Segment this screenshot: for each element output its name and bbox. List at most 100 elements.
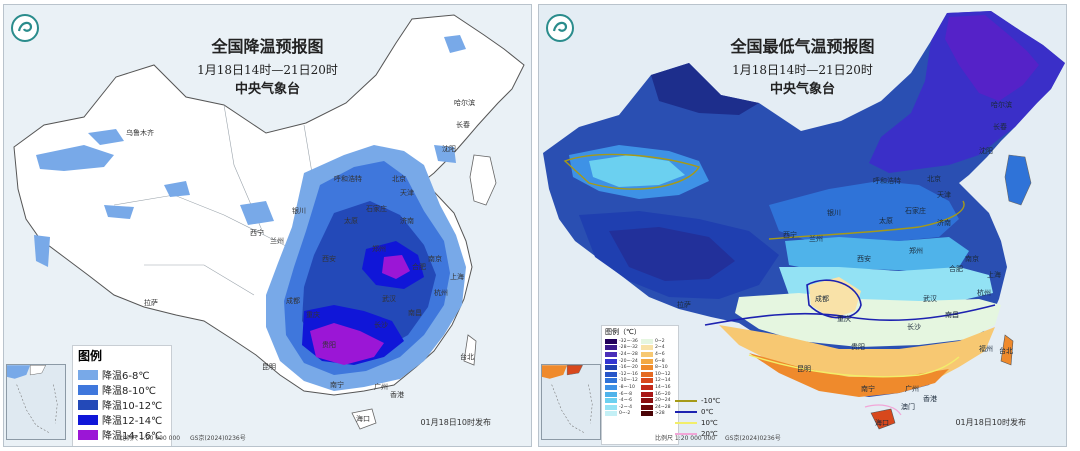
- city-label: 香港: [390, 391, 404, 399]
- south-china-sea-inset: [6, 364, 66, 440]
- city-label: 济南: [937, 219, 951, 227]
- cma-logo-icon: [11, 14, 39, 42]
- isoline-swatch: [675, 399, 697, 402]
- isoline-item: 10℃: [675, 417, 731, 428]
- min-temperature-forecast-map: 全国最低气温预报图 1月18日14时—21日20时 中央气象台 哈尔滨 长春 沈…: [538, 4, 1067, 447]
- taiwan-landmass: [463, 334, 477, 366]
- temp-zone-sichuan-basin: [809, 277, 861, 319]
- legend-swatch: [641, 351, 653, 357]
- legend-swatch: [78, 384, 98, 395]
- legend-swatch: [605, 371, 617, 377]
- city-label: 武汉: [923, 295, 937, 303]
- legend-swatch: [605, 404, 617, 410]
- legend-item: -16~-20: [605, 364, 639, 371]
- legend-item: 6~8: [641, 358, 675, 365]
- city-label: 上海: [987, 271, 1001, 279]
- city-label: 沈阳: [442, 145, 456, 153]
- legend-swatch: [605, 338, 617, 344]
- legend-item: 16~20: [641, 391, 675, 398]
- city-label: 北京: [927, 175, 941, 183]
- cooling-zone-6-8-west: [34, 35, 466, 267]
- isoline-minus10: [563, 153, 701, 190]
- cooling-legend: 图例 降温6-8℃ 降温8-10℃ 降温10-12℃ 降温12-14℃ 降温14…: [72, 345, 172, 446]
- legend-item: 24~28: [641, 404, 675, 411]
- legend-item: -2~-4: [605, 404, 639, 411]
- city-label: 北京: [392, 175, 406, 183]
- legend-label: -32~-36: [619, 338, 638, 344]
- city-label: 福州: [979, 345, 993, 353]
- legend-swatch: [641, 338, 653, 344]
- isoline-swatch: [675, 410, 697, 413]
- legend-item: -6~-8: [605, 391, 639, 398]
- issue-time: 01月18日10时发布: [420, 418, 491, 427]
- legend-item: -12~-16: [605, 371, 639, 378]
- legend-label: 0~2: [655, 338, 665, 344]
- legend-item: 2~4: [641, 345, 675, 352]
- legend-item: 0~-2: [605, 411, 639, 418]
- city-label: 石家庄: [905, 207, 926, 215]
- legend-swatch: [605, 378, 617, 384]
- city-label: 南京: [428, 255, 442, 263]
- legend-item: 12~14: [641, 378, 675, 385]
- legend-item: 降温10-12℃: [78, 397, 166, 412]
- inset-map-graphic: [7, 365, 58, 434]
- legend-swatch: [605, 411, 617, 417]
- legend-label: -16~-20: [619, 365, 638, 371]
- legend-item: -10~-12: [605, 378, 639, 385]
- legend-swatch: [641, 411, 653, 417]
- city-label: 南京: [965, 255, 979, 263]
- scale-label: 比例尺 1:20 000 000: [655, 435, 716, 442]
- city-label: 银川: [292, 207, 306, 215]
- legend-item: -28~-32: [605, 345, 639, 352]
- legend-swatch: [78, 369, 98, 380]
- city-label: 哈尔滨: [454, 99, 475, 107]
- legend-label: 16~20: [655, 391, 671, 397]
- scale-label: 比例尺 1:20 000 000: [120, 435, 181, 442]
- map-title-block: 全国最低气温预报图 1月18日14时—21日20时 中央气象台: [539, 37, 1066, 99]
- legend-label: -4~-6: [619, 398, 633, 404]
- issuing-agency: 中央气象台: [769, 82, 835, 97]
- city-label: 澳门: [901, 403, 915, 411]
- legend-swatch: [605, 358, 617, 364]
- city-label: 石家庄: [366, 205, 387, 213]
- legend-swatch: [641, 398, 653, 404]
- city-label: 贵阳: [851, 343, 865, 351]
- city-label: 拉萨: [677, 301, 691, 309]
- legend-item: 10~12: [641, 371, 675, 378]
- legend-item: -32~-36: [605, 338, 639, 345]
- city-label: 沈阳: [979, 147, 993, 155]
- legend-item: 降温8-10℃: [78, 382, 166, 397]
- city-label: 海口: [356, 415, 370, 423]
- city-label: 长沙: [907, 323, 921, 331]
- legend-item: 降温14-16℃: [78, 427, 166, 442]
- temp-zone-south-warmer: [749, 353, 949, 397]
- temp-zone-tibet-darker: [609, 227, 735, 281]
- legend-label: 12~14: [655, 378, 671, 384]
- legend-item: -24~-28: [605, 351, 639, 358]
- city-label: 合肥: [412, 263, 426, 271]
- legend-title: 图例（℃）: [605, 328, 641, 336]
- city-label: 郑州: [372, 245, 386, 253]
- city-label: 兰州: [809, 235, 823, 243]
- isoline-item: 0℃: [675, 406, 731, 417]
- map-period: 1月18日14时—21日20时: [197, 63, 338, 77]
- legend-label: >28: [655, 411, 665, 417]
- cma-logo-icon: [546, 14, 574, 42]
- legend-item: 降温12-14℃: [78, 412, 166, 427]
- legend-label: 20~24: [655, 398, 671, 404]
- legend-label: 降温14-16℃: [102, 431, 163, 442]
- legend-title: 图例: [78, 349, 103, 363]
- city-label: 重庆: [837, 315, 851, 323]
- city-label: 南宁: [861, 385, 875, 393]
- legend-label: -28~-32: [619, 345, 638, 351]
- temp-zone-tarim: [589, 155, 685, 187]
- legend-swatch: [641, 391, 653, 397]
- hainan-temp: [870, 408, 896, 430]
- legend-label: 10~12: [655, 371, 671, 377]
- isoline-legend: -10℃ 0℃ 10℃ 20℃: [675, 395, 731, 439]
- city-label: 哈尔滨: [991, 101, 1012, 109]
- legend-item: >28: [641, 411, 675, 418]
- legend-label: -6~-8: [619, 391, 633, 397]
- isoline-0-basin: [806, 279, 862, 319]
- legend-swatch: [605, 351, 617, 357]
